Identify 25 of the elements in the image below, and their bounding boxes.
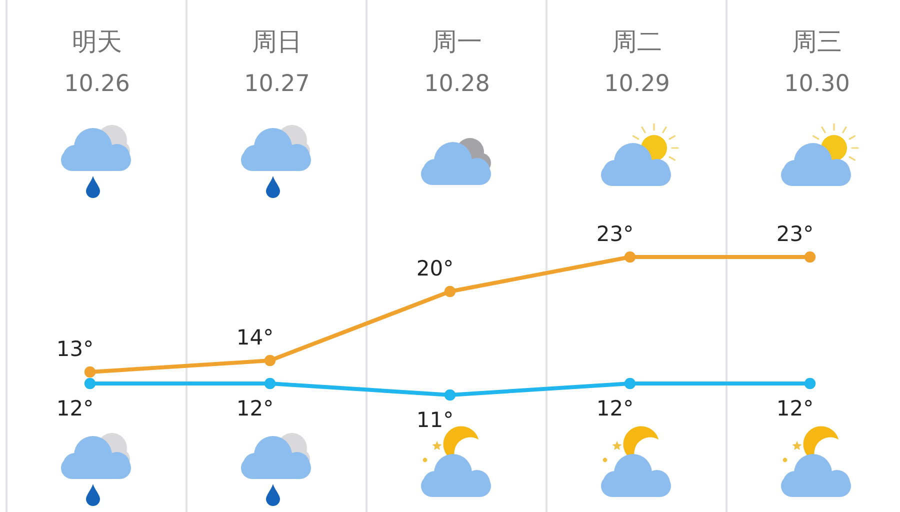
point [444, 389, 456, 401]
x-tick-label: 明天 10.26 [64, 27, 130, 97]
data-label: 12° [56, 396, 94, 420]
x-tick-label: 周日 10.27 [244, 27, 310, 97]
point [804, 251, 816, 263]
data-label: 23° [596, 222, 634, 246]
point [84, 366, 96, 378]
data-label: 14° [236, 326, 274, 350]
point [264, 354, 276, 366]
point [264, 378, 276, 390]
data-label: 23° [776, 222, 814, 246]
data-label: 12° [236, 396, 274, 420]
x-tick-label: 周一 10.28 [424, 27, 490, 97]
x-tick-label: 周二 10.29 [604, 27, 670, 97]
data-label: 12° [776, 396, 814, 420]
data-label: 12° [596, 396, 634, 420]
data-label: 13° [56, 337, 94, 361]
x-tick-label: 周三 10.30 [784, 27, 850, 97]
point [624, 378, 636, 390]
point [624, 251, 636, 263]
point [804, 378, 816, 390]
point [444, 286, 456, 298]
point [84, 378, 96, 390]
data-label: 11° [416, 408, 454, 432]
data-label: 20° [416, 256, 454, 280]
